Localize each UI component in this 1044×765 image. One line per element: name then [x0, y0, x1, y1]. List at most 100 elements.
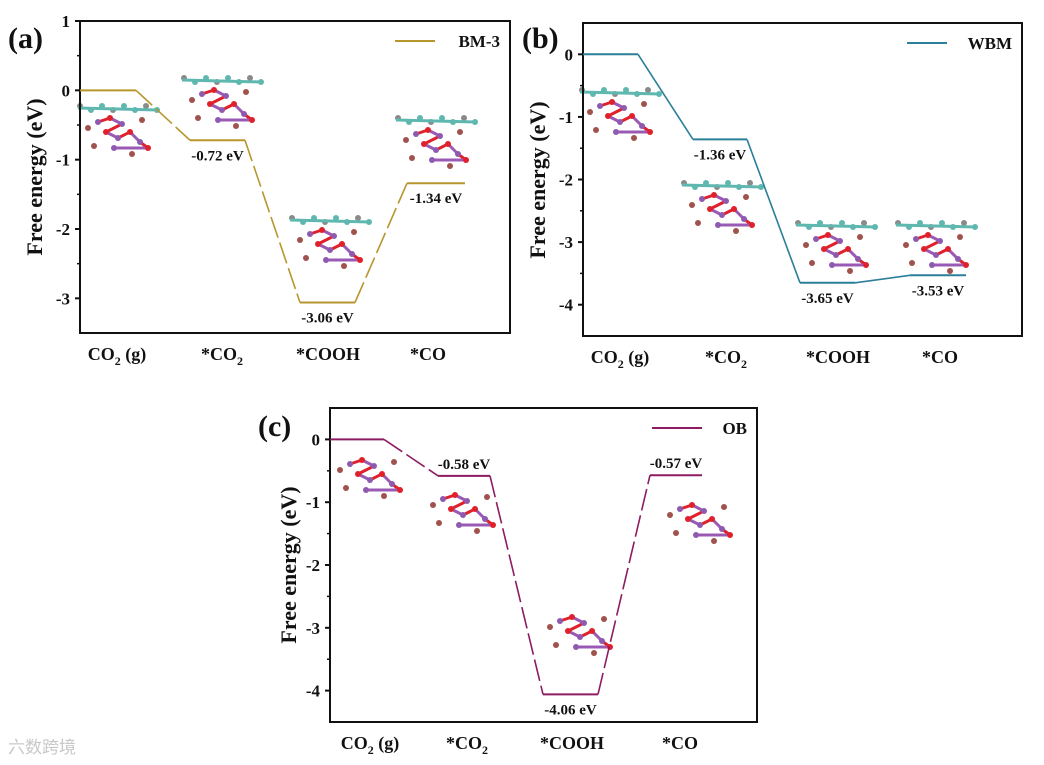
category-label-subscript: 2: [115, 354, 121, 368]
molecule-atom: [641, 101, 647, 107]
category-label-subscript: 2: [482, 743, 488, 757]
molecule-atom: [139, 117, 145, 123]
molecule-atom: [436, 520, 442, 526]
molecule-atom: [439, 115, 445, 121]
molecule-bond: [289, 218, 371, 224]
legend-label: OB: [722, 419, 747, 438]
molecule-atom: [597, 103, 603, 109]
molecule-atom: [707, 206, 713, 212]
molecule-atom: [719, 212, 725, 218]
y-axis-label: Free energy (eV): [22, 98, 47, 255]
molecule-atom: [315, 241, 321, 247]
value-label: -1.34 eV: [410, 191, 463, 207]
molecule-atom: [631, 135, 637, 141]
category-label: CO2 (g): [591, 347, 650, 371]
molecule-atom: [857, 234, 863, 240]
molecule-atom: [445, 141, 451, 147]
molecule-atom: [351, 229, 357, 235]
value-label: -1.36 eV: [694, 147, 747, 163]
y-axis-label: Free energy (eV): [525, 101, 550, 258]
molecule-atom: [573, 644, 579, 650]
molecule-atom: [605, 113, 611, 119]
molecule-atom: [241, 111, 247, 117]
category-label: *CO: [662, 733, 698, 753]
molecule-atom: [331, 233, 337, 239]
molecule-atom: [581, 620, 587, 626]
panel-label: (a): [8, 22, 43, 55]
y-axis-label: Free energy (eV): [276, 486, 301, 643]
molecule-atom: [623, 87, 629, 93]
molecule-atom: [456, 522, 462, 528]
molecule-atom: [359, 457, 365, 463]
panel-label: (c): [258, 410, 291, 443]
molecule-atom: [699, 196, 705, 202]
molecule-atom: [861, 220, 867, 226]
molecule-atom: [233, 123, 239, 129]
molecule-atom: [749, 222, 755, 228]
molecule-atom: [937, 238, 943, 244]
molecule-atom: [207, 101, 213, 107]
y-tick-label: -3: [559, 233, 573, 252]
molecule-atom: [421, 141, 427, 147]
molecule-atom: [303, 255, 309, 261]
panel-a: 1 0 -1 -2 -3 Free energy (eV) (a) BM-3 -0.72 eV -…: [8, 12, 511, 368]
molecule-bond: [681, 183, 763, 189]
molecule-atom: [195, 115, 201, 121]
category-label: *CO: [410, 344, 446, 364]
molecule-atom: [472, 506, 478, 512]
category-label-part: (g): [374, 733, 400, 754]
molecule-atom: [461, 115, 467, 121]
legend-label: BM-3: [458, 32, 500, 51]
category-label: *CO: [922, 347, 958, 367]
molecule-atom: [357, 257, 363, 263]
molecule-atom: [482, 516, 488, 522]
molecule-atom: [111, 145, 117, 151]
molecule-atom: [845, 246, 851, 252]
molecule-atom: [129, 151, 135, 157]
molecule-atom: [319, 227, 325, 233]
molecule-atom: [855, 256, 861, 262]
molecule-atom: [689, 502, 695, 508]
molecule-bond: [181, 78, 263, 84]
molecule-bond: [795, 223, 877, 229]
category-label-part: CO: [341, 733, 368, 753]
molecule-atom: [723, 198, 729, 204]
value-label: -4.06 eV: [544, 702, 597, 718]
connector-line: [637, 53, 694, 140]
category-label-subscript: 2: [368, 743, 374, 757]
molecule-atom: [565, 628, 571, 634]
molecule-atom: [429, 157, 435, 163]
molecule-atom: [391, 459, 397, 465]
molecule-atom: [677, 506, 683, 512]
molecule-atom: [403, 137, 409, 143]
molecule-atom: [609, 99, 615, 105]
molecule-atom: [839, 220, 845, 226]
molecule-atom: [685, 516, 691, 522]
molecule-atom: [389, 481, 395, 487]
category-label: *COOH: [296, 344, 360, 364]
molecule-atom: [553, 642, 559, 648]
molecule-atom: [121, 103, 127, 109]
molecule-atom: [939, 220, 945, 226]
molecule-atom: [327, 247, 333, 253]
category-label: *COOH: [806, 347, 870, 367]
molecule-atom: [119, 121, 125, 127]
y-tick-label: -3: [306, 619, 320, 638]
connector-line: [135, 89, 191, 141]
molecule-atom: [343, 485, 349, 491]
molecule-atom: [347, 461, 353, 467]
category-label-part: CO: [591, 347, 618, 367]
molecule-bond: [895, 223, 977, 229]
category-label: *CO2: [201, 344, 243, 368]
molecule-atom: [95, 119, 101, 125]
molecule-atom: [323, 257, 329, 263]
molecule-atom: [137, 139, 143, 145]
molecule-atom: [629, 113, 635, 119]
molecule-atom: [379, 471, 385, 477]
category-label-part: *CO: [201, 344, 237, 364]
molecule-atom: [715, 222, 721, 228]
y-tick-label: -1: [559, 108, 573, 127]
molecule-atom: [621, 105, 627, 111]
connector-line: [854, 274, 911, 284]
